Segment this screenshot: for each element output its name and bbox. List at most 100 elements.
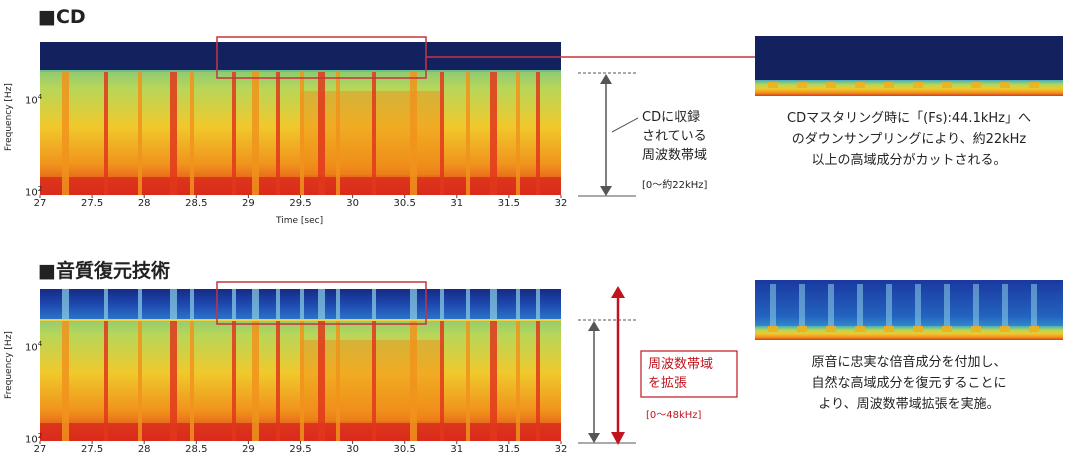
cd-band-bracket: [578, 72, 636, 197]
restore-extended-streak: [372, 289, 376, 320]
restore-transient-streak: [440, 320, 444, 441]
cd-transient-streak: [336, 71, 340, 195]
cd-x-tick-label: 29: [242, 198, 255, 209]
restore-extended-streak: [276, 289, 280, 320]
cd-zoom-panel: [755, 36, 1063, 96]
restore-x-tick-label: 27: [33, 444, 47, 455]
cd-x-axis-label: Time [sec]: [276, 216, 324, 226]
restore-zoom-accent: [797, 326, 807, 332]
restore-extended-streak: [300, 289, 304, 320]
restore-y-tick-low: 102: [25, 432, 43, 446]
cd-zoom-accent: [768, 82, 778, 88]
restore-zoom-accent: [884, 326, 894, 332]
restore-x-tick-label: 30: [346, 444, 359, 455]
cd-band-label: CDに収録 されている 周波数帯域: [642, 110, 708, 163]
cd-y-tick-high: 104: [25, 93, 43, 107]
restore-transient-streak: [516, 320, 520, 441]
cd-transient-streak: [466, 71, 470, 195]
cd-x-ticks: [39, 195, 562, 198]
cd-zoom-accent: [913, 82, 923, 88]
restore-zoom-streak: [944, 284, 950, 326]
restore-y-tick-high: 104: [25, 340, 43, 354]
restore-y-axis-label: Frequency [Hz]: [4, 331, 14, 399]
restore-zoom-accent: [1029, 326, 1039, 332]
restore-extended-streak: [516, 289, 520, 320]
restore-extended-streak: [138, 289, 142, 320]
restore-transient-streak: [170, 320, 177, 441]
cd-transient-streak: [276, 71, 280, 195]
restore-transient-streak: [536, 320, 540, 441]
restore-transient-streak: [276, 320, 280, 441]
restore-extended-streak: [490, 289, 497, 320]
cd-x-tick-label: 27.5: [80, 198, 104, 209]
cd-zoom-accent: [826, 82, 836, 88]
restore-zoom-accent: [826, 326, 836, 332]
restore-extended-streak: [440, 289, 444, 320]
restore-extended-streak: [410, 289, 417, 320]
restore-transient-streak: [336, 320, 340, 441]
restore-x-tick-label: 31.5: [497, 444, 521, 455]
restore-band-range: [0〜48kHz]: [646, 410, 702, 421]
restore-highlight-box: [216, 281, 427, 325]
restore-transient-streak: [190, 320, 194, 441]
cd-x-tick-label: 29.5: [289, 198, 312, 209]
cd-zoom-accent: [942, 82, 952, 88]
restore-extended-streak: [104, 289, 108, 320]
restore-zoom-accent: [768, 326, 778, 332]
cd-y-axis-label: Frequency [Hz]: [4, 83, 14, 151]
cd-zoom-accent: [971, 82, 981, 88]
restore-transient-streak: [232, 320, 236, 441]
cd-transient-streak: [300, 71, 304, 195]
restore-transient-streak: [466, 320, 470, 441]
cd-transient-streak: [190, 71, 194, 195]
restore-description: 原音に忠実な倍音成分を付加し、 自然な高域成分を復元することに より、周波数帯域…: [811, 355, 1007, 412]
restore-extended-streak: [62, 289, 69, 320]
restore-x-tick-label: 29: [242, 444, 255, 455]
cd-x-tick-label: 28: [137, 198, 151, 209]
restore-x-tick-label: 32: [554, 444, 568, 455]
cd-x-tick-label: 31.5: [497, 198, 521, 209]
restore-spectrogram: [40, 289, 561, 441]
cd-band-range: [0〜約22kHz]: [642, 180, 708, 191]
restore-zoom-streak: [799, 284, 805, 326]
restore-transient-streak: [104, 320, 108, 441]
cd-zoom-accent: [1000, 82, 1010, 88]
cd-x-tick-label: 31: [450, 198, 464, 209]
restore-transient-streak: [62, 320, 69, 441]
restore-transient-streak: [300, 320, 304, 441]
cd-callout-leader: [611, 117, 639, 133]
restore-transient-streak: [138, 320, 142, 441]
restore-x-tick-label: 27.5: [80, 444, 104, 455]
restore-zoom-streak: [886, 284, 892, 326]
restore-section-title: ■音質復元技術: [38, 260, 170, 282]
cd-transient-streak: [490, 71, 497, 195]
restore-zoom-accent: [942, 326, 952, 332]
restore-extended-streak: [466, 289, 470, 320]
restore-transient-streak: [410, 320, 417, 441]
restore-expand-arrow: [611, 286, 625, 445]
restore-x-tick-label: 31: [450, 444, 464, 455]
restore-extended-streak: [318, 289, 325, 320]
restore-x-tick-label: 30.5: [393, 444, 416, 455]
restore-extended-streak: [190, 289, 194, 320]
restore-x-tick-label: 29.5: [289, 444, 312, 455]
restore-band-label-box: [640, 350, 738, 398]
cd-x-tick-label: 30: [346, 198, 359, 209]
cd-transient-streak: [104, 71, 108, 195]
restore-zoom-streak: [770, 284, 776, 326]
restore-extended-streak: [336, 289, 340, 320]
restore-extended-streak: [536, 289, 540, 320]
cd-x-tick-label: 32: [554, 198, 568, 209]
restore-band-bracket: [578, 319, 636, 444]
restore-zoom-accent: [913, 326, 923, 332]
cd-y-tick-low: 102: [25, 185, 43, 199]
restore-zoom-streak: [1031, 284, 1037, 326]
restore-zoom-panel: [755, 280, 1063, 340]
cd-transient-streak: [232, 71, 236, 195]
cd-transient-streak: [372, 71, 376, 195]
restore-zoom-accent: [1000, 326, 1010, 332]
restore-extended-streak: [232, 289, 236, 320]
restore-band-label: 周波数帯域 を拡張: [648, 357, 714, 391]
restore-zoom-streak: [1002, 284, 1008, 326]
